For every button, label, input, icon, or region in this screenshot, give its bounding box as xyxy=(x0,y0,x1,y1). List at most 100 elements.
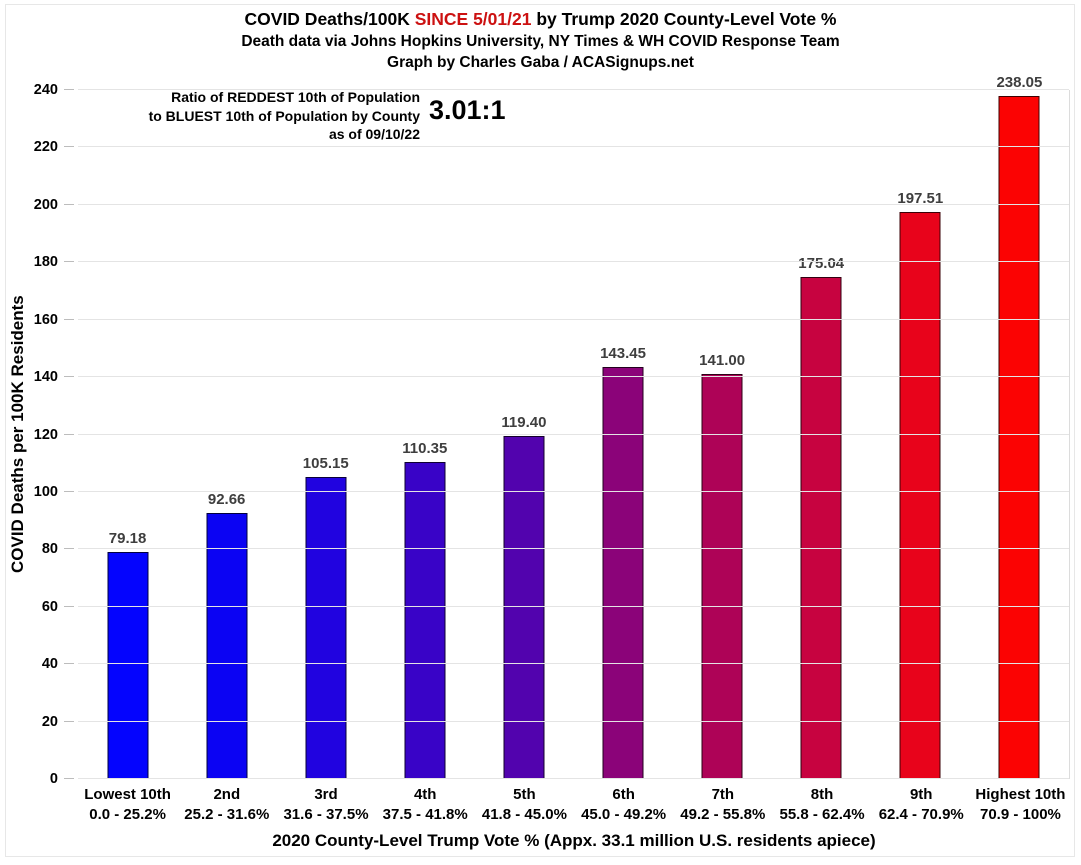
x-tick-range: 70.9 - 100% xyxy=(979,805,1061,823)
chart-title-suffix: by Trump 2020 County-Level Vote % xyxy=(531,9,837,29)
y-tick-mark xyxy=(64,318,74,320)
bar-slot: 175.04 xyxy=(772,90,871,779)
bar-slot: 92.66 xyxy=(177,90,276,779)
bar-value-label: 197.51 xyxy=(897,189,944,207)
gridline xyxy=(78,318,1069,320)
bar-8th xyxy=(800,276,842,779)
gridline xyxy=(78,203,1069,205)
bar-value-label: 119.40 xyxy=(501,414,547,432)
gridline xyxy=(78,663,1069,665)
y-tick-mark xyxy=(64,433,74,435)
gridline xyxy=(78,490,1069,492)
x-tick-range: 45.0 - 49.2% xyxy=(581,805,667,823)
x-tick-range: 0.0 - 25.2% xyxy=(89,805,166,823)
bar-slot: 238.05 xyxy=(970,74,1069,779)
gridline xyxy=(78,548,1069,550)
ratio-annotation-line3: as of 09/10/22 xyxy=(328,126,420,142)
chart-title-prefix: COVID Deaths/100K xyxy=(244,9,415,29)
bar-value-label: 143.45 xyxy=(600,345,646,363)
y-tick-label: 180 xyxy=(33,254,58,271)
bar-2nd xyxy=(206,513,248,779)
y-tick-mark xyxy=(64,89,74,90)
bar-slot: 119.40 xyxy=(474,90,573,779)
y-tick-mark xyxy=(64,548,74,550)
x-tick-category: 2nd xyxy=(213,786,241,803)
ratio-annotation: Ratio of REDDEST 10th of Population to B… xyxy=(100,88,506,144)
ratio-annotation-text: Ratio of REDDEST 10th of Population to B… xyxy=(100,88,420,144)
bar-value-label: 141.00 xyxy=(699,352,746,370)
y-tick-mark xyxy=(64,663,74,665)
x-tick-range: 55.8 - 62.4% xyxy=(779,805,865,823)
bar-9th xyxy=(899,211,941,779)
y-tick-label: 160 xyxy=(33,311,58,328)
chart-header: COVID Deaths/100K SINCE 5/01/21 by Trump… xyxy=(0,8,1081,73)
ratio-annotation-line2: to BLUEST 10th of Population by County xyxy=(148,107,420,124)
x-tick-range: 41.8 - 45.0% xyxy=(481,805,567,823)
y-tick-label: 60 xyxy=(41,598,58,615)
bar-3rd xyxy=(305,477,347,779)
x-tick-category: 5th xyxy=(513,786,536,803)
x-tick-range: 37.5 - 41.8% xyxy=(382,805,468,823)
y-tick-label: 140 xyxy=(33,369,58,386)
x-tick-range: 49.2 - 55.8% xyxy=(680,805,766,823)
bar-slot: 141.00 xyxy=(673,90,772,779)
bar-slot: 79.18 xyxy=(78,90,177,779)
x-tick-category: 3rd xyxy=(314,786,338,803)
x-tick-label: 3rd 31.6 - 37.5% xyxy=(276,785,375,824)
x-tick-category: 4th xyxy=(413,786,437,803)
y-tick-label: 220 xyxy=(33,139,58,156)
gridline xyxy=(78,778,1069,779)
x-tick-category: Highest 10th xyxy=(975,786,1066,803)
gridline xyxy=(78,605,1069,607)
bars-container: 79.18 92.66 105.15 110.35 119.40 143.45 141.00… xyxy=(78,74,1069,779)
y-tick-mark xyxy=(64,203,74,205)
x-tick-category: 9th xyxy=(909,786,933,803)
x-tick-label: Highest 10th 70.9 - 100% xyxy=(971,785,1070,824)
bar-value-label: 79.18 xyxy=(108,529,147,547)
y-axis: 0 20 40 60 80 100 120 140 160 180 200 220 240 xyxy=(0,82,78,787)
y-tick-label: 120 xyxy=(33,426,58,443)
x-tick-category: 7th xyxy=(711,786,735,803)
y-tick-label: 240 xyxy=(33,82,58,98)
y-tick-mark xyxy=(64,261,74,263)
y-tick-mark xyxy=(64,376,74,378)
bar-Highest 10th xyxy=(998,95,1040,779)
x-tick-label: 4th 37.5 - 41.8% xyxy=(376,785,475,824)
y-tick-mark xyxy=(64,605,74,607)
gridline xyxy=(78,433,1069,435)
x-tick-label: 5th 41.8 - 45.0% xyxy=(475,785,574,824)
plot-area: 79.18 92.66 105.15 110.35 119.40 143.45 141.00… xyxy=(78,74,1070,779)
bar-value-label: 238.05 xyxy=(996,73,1043,91)
gridline xyxy=(78,720,1069,722)
x-tick-category: 8th xyxy=(810,786,834,803)
chart-credit: Graph by Charles Gaba / ACASignups.net xyxy=(387,54,694,71)
bar-value-label: 92.66 xyxy=(207,491,246,508)
y-tick-mark xyxy=(64,490,74,492)
x-tick-label: 7th 49.2 - 55.8% xyxy=(673,785,772,824)
gridline xyxy=(78,146,1069,148)
bar-5th xyxy=(503,436,545,779)
x-tick-category: Lowest 10th xyxy=(84,786,171,803)
y-tick-label: 200 xyxy=(33,196,58,213)
x-tick-range: 62.4 - 70.9% xyxy=(878,805,964,823)
gridline xyxy=(78,89,1069,90)
y-tick-label: 80 xyxy=(41,541,58,558)
x-tick-range: 31.6 - 37.5% xyxy=(283,805,369,823)
bar-4th xyxy=(404,462,446,779)
x-tick-label: 6th 45.0 - 49.2% xyxy=(574,785,673,824)
x-tick-label: 9th 62.4 - 70.9% xyxy=(872,785,971,824)
bar-value-label: 110.35 xyxy=(402,440,448,458)
y-tick-label: 100 xyxy=(33,483,58,500)
x-tick-label: 8th 55.8 - 62.4% xyxy=(772,785,871,824)
bar-7th xyxy=(701,374,743,779)
bar-slot: 143.45 xyxy=(573,90,672,779)
bar-value-label: 175.04 xyxy=(798,254,845,272)
x-axis-labels: Lowest 10th 0.0 - 25.2% 2nd 25.2 - 31.6% 3rd… xyxy=(78,785,1070,824)
bar-slot: 197.51 xyxy=(871,90,970,779)
bar-6th xyxy=(602,367,644,779)
y-tick-mark xyxy=(64,778,74,779)
bar-slot: 110.35 xyxy=(375,90,474,779)
chart-title-highlight: SINCE 5/01/21 xyxy=(414,9,532,29)
y-tick-mark xyxy=(64,720,74,722)
